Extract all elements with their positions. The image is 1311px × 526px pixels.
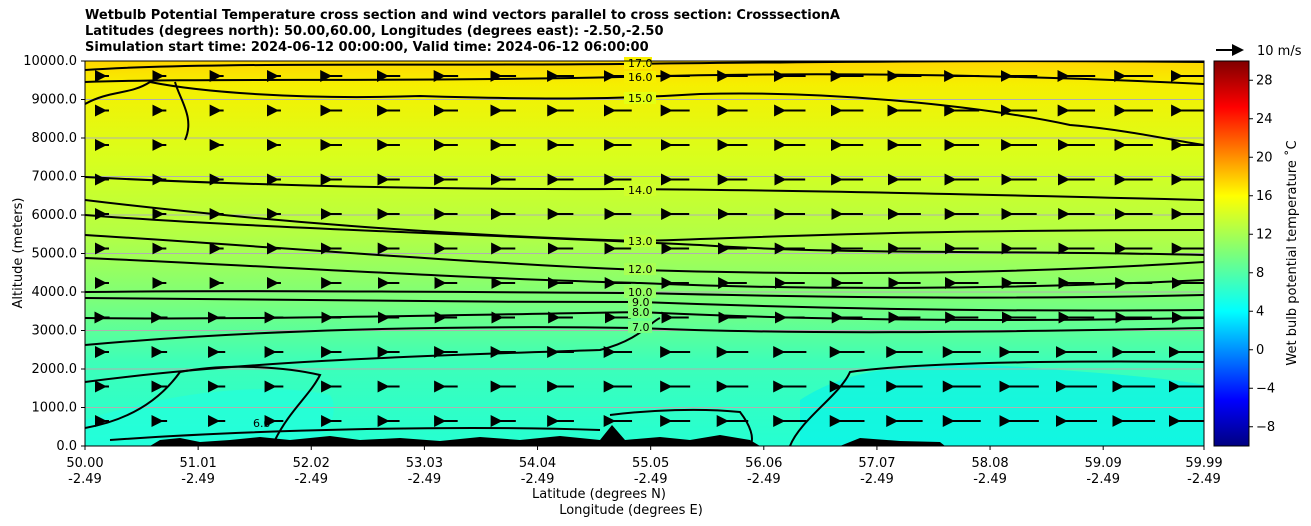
chart-title-line-2: Latitudes (degrees north): 50.00,60.00, … xyxy=(85,24,664,39)
colorbar-tick-label: 24 xyxy=(1256,112,1273,127)
y-tick-label: 5000.0 xyxy=(32,247,78,262)
x-tick-label-lat: 59.09 xyxy=(1085,456,1122,471)
x-tick-label-lat: 56.06 xyxy=(745,456,782,471)
y-tick-label: 3000.0 xyxy=(32,324,78,339)
y-tick-label: 7000.0 xyxy=(32,170,78,185)
contour-8000-spike xyxy=(174,81,190,141)
contour-label-14: 14.0 xyxy=(628,184,653,197)
x-tick-label-lon: -2.49 xyxy=(634,472,668,487)
y-tick-label: 4000.0 xyxy=(32,285,78,300)
contour-label-9: 9.0 xyxy=(632,296,650,309)
contour-label-12: 12.0 xyxy=(628,263,653,276)
x-tick-label-lon: -2.49 xyxy=(181,472,215,487)
colorbar-label: Wet bulb potential temperature ˚C xyxy=(1284,140,1300,365)
contour-13b xyxy=(85,214,1204,256)
x-tick-label-lat: 58.08 xyxy=(971,456,1008,471)
x-tick-label-lon: -2.49 xyxy=(747,472,781,487)
colorbar-tick-label: −8 xyxy=(1256,420,1275,435)
colorbar-tick-label: 12 xyxy=(1256,227,1273,242)
colorbar-ticks: −8 −4 0 4 8 12 16 20 24 28 xyxy=(1249,73,1275,435)
y-tick-label: 2000.0 xyxy=(32,362,78,377)
chart-title-line-3: Simulation start time: 2024-06-12 00:00:… xyxy=(85,40,649,55)
x-axis-label: Latitude (degrees N) xyxy=(532,487,666,502)
contour-14 xyxy=(85,176,1204,201)
x-tick-label-lon: -2.49 xyxy=(1187,472,1221,487)
colorbar-tick-label: 20 xyxy=(1256,150,1273,165)
contour-6b xyxy=(609,408,753,446)
x-tick-label-lon: -2.49 xyxy=(1086,472,1120,487)
contour-low xyxy=(109,427,601,441)
x-tick-label-lat: 57.07 xyxy=(858,456,895,471)
y-axis-label: Altitude (meters) xyxy=(11,198,26,309)
x-tick-label-lat: 50.00 xyxy=(66,456,103,471)
colorbar-tick-label: 28 xyxy=(1256,73,1273,88)
contour-labels: 17.0 16.0 15.0 14.0 13.0 12.0 10.0 9.0 8… xyxy=(253,57,656,430)
terrain xyxy=(150,425,945,446)
x-tick-label-lon: -2.49 xyxy=(521,472,555,487)
x-tick-label-lat: 54.04 xyxy=(519,456,556,471)
contour-label-8: 8.0 xyxy=(632,306,650,319)
x-tick-label-lon: -2.49 xyxy=(860,472,894,487)
colorbar-tick-label: 4 xyxy=(1256,304,1264,319)
x-tick-label-lon: -2.49 xyxy=(408,472,442,487)
contour-label-16: 16.0 xyxy=(628,71,653,84)
x-tick-label-lon: -2.49 xyxy=(68,472,102,487)
contour-label-7: 7.0 xyxy=(632,321,650,334)
x-tick-label-lon: -2.49 xyxy=(973,472,1007,487)
contour-6 xyxy=(85,365,322,441)
contour-15 xyxy=(85,80,1204,146)
quiver-key-label: 10 m/s xyxy=(1257,44,1302,59)
colorbar-tick-label: −4 xyxy=(1256,381,1275,396)
y-tick-label: 8000.0 xyxy=(32,131,78,146)
y-tick-label: 1000.0 xyxy=(32,401,78,416)
wind-vectors xyxy=(94,70,1204,427)
y-axis: 0.0 1000.0 2000.0 3000.0 4000.0 5000.0 6000.0 7… xyxy=(23,54,85,454)
colorbar-tick-label: 0 xyxy=(1256,343,1264,358)
chart-title-line-1: Wetbulb Potential Temperature cross sect… xyxy=(85,8,840,23)
colorbar xyxy=(1213,60,1250,447)
contour-label-15: 15.0 xyxy=(628,92,653,105)
y-tick-label: 6000.0 xyxy=(32,208,78,223)
contour-label-17: 17.0 xyxy=(628,57,653,70)
x-tick-label-lat: 52.02 xyxy=(293,456,330,471)
y-tick-label: 0.0 xyxy=(56,439,77,454)
x-tick-label-lon: -2.49 xyxy=(294,472,328,487)
colorbar-tick-label: 16 xyxy=(1256,189,1273,204)
colorbar-tick-label: 8 xyxy=(1256,266,1264,281)
contour-label-10: 10.0 xyxy=(628,286,653,299)
contour-label-13: 13.0 xyxy=(628,235,653,248)
x-tick-label-lat: 51.01 xyxy=(180,456,217,471)
x-tick-label-lat: 53.03 xyxy=(406,456,443,471)
x-tick-label-lat: 59.99 xyxy=(1185,456,1222,471)
y-tick-label: 10000.0 xyxy=(23,54,77,69)
y-tick-label: 9000.0 xyxy=(32,93,78,108)
contour-6c xyxy=(789,360,1204,446)
x-axis: 50.00-2.4951.01-2.4952.02-2.4953.03-2.49… xyxy=(66,446,1223,487)
contour-label-6: 6.0 xyxy=(253,417,271,430)
x-tick-label-lat: 55.05 xyxy=(632,456,669,471)
x-axis-label-2: Longitude (degrees E) xyxy=(559,503,703,518)
